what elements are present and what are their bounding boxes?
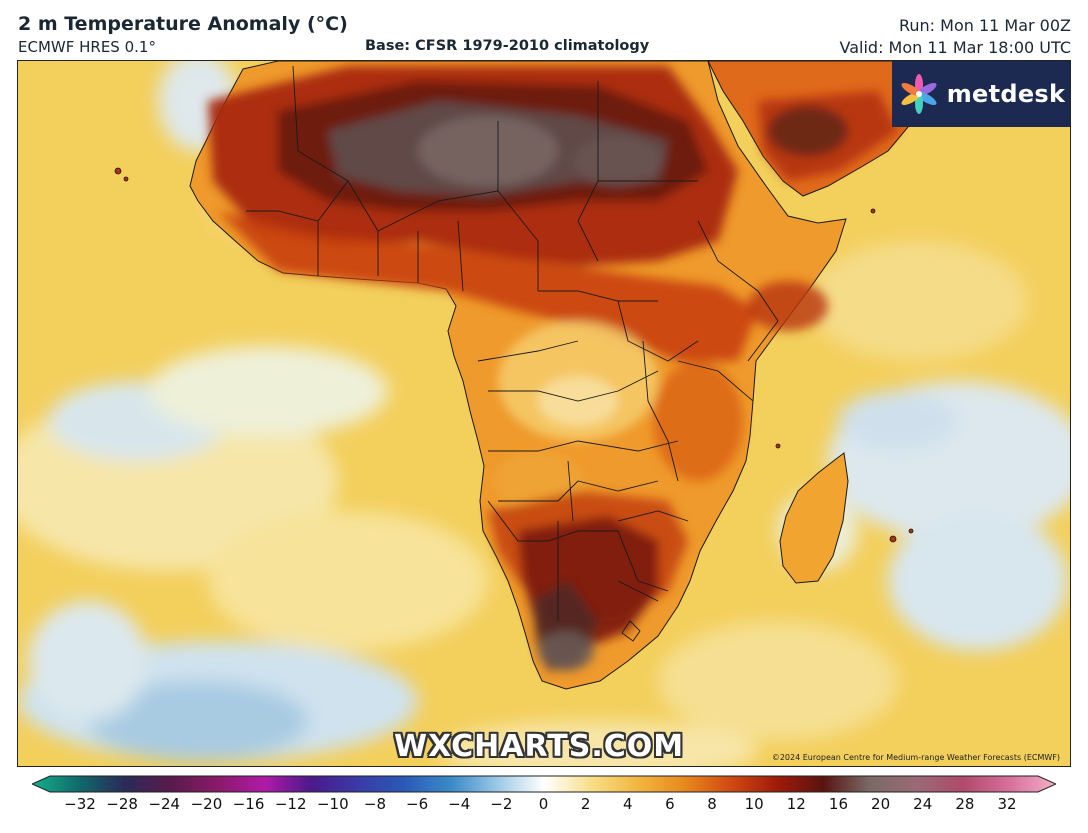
color-scale-tick-label: −24 [148, 795, 181, 813]
color-scale-tick-label: −12 [274, 795, 307, 813]
color-scale-tick-label: 28 [955, 795, 975, 813]
color-scale-tick-label: −4 [448, 795, 471, 813]
color-scale-tick-label: 0 [538, 795, 549, 813]
color-scale-tick-label: −28 [106, 795, 138, 813]
color-scale-bar [32, 775, 1056, 793]
color-scale-gradient [32, 775, 1056, 793]
country-borders [246, 65, 779, 642]
color-scale-tick-label: −2 [490, 795, 513, 813]
land-anomaly-shading [208, 66, 898, 671]
color-scale-tick-label: −20 [190, 795, 223, 813]
color-scale-tick-label: 8 [707, 795, 717, 813]
climatology-base-label: Base: CFSR 1979-2010 climatology [365, 38, 650, 54]
anomaly-map[interactable]: metdesk WXCHARTS.COM ©2024 European Cent… [17, 60, 1071, 767]
color-scale-tick-label: −6 [406, 795, 429, 813]
color-scale-tick-label: 20 [871, 795, 891, 813]
color-scale-tick-label: 6 [665, 795, 675, 813]
map-canvas [18, 61, 1070, 766]
color-scale-tick-label: 16 [828, 795, 848, 813]
color-scale-tick-label: −10 [316, 795, 349, 813]
color-scale-tick-label: 4 [622, 795, 633, 813]
valid-time-label: Valid: Mon 11 Mar 18:00 UTC [839, 38, 1071, 57]
color-scale-tick-label: 32 [997, 795, 1017, 813]
wxcharts-watermark: WXCHARTS.COM [394, 729, 685, 764]
copyright-notice: ©2024 European Centre for Medium-range W… [771, 753, 1060, 762]
logo-text: metdesk [946, 80, 1066, 108]
run-time-label: Run: Mon 11 Mar 00Z [898, 16, 1071, 35]
color-scale-tick-label: 2 [580, 795, 591, 813]
metdesk-flower-icon [901, 74, 937, 114]
color-scale-tick-label: 10 [744, 795, 764, 813]
islands [114, 167, 914, 543]
color-scale-tick-label: −32 [64, 795, 96, 813]
ocean-anomaly-shading [18, 61, 1070, 766]
color-scale-tick-label: 12 [786, 795, 806, 813]
metdesk-logo: metdesk [892, 61, 1070, 127]
model-label: ECMWF HRES 0.1° [18, 38, 156, 56]
color-scale-ticks: −32 −28 −24 −20 −16 −12 −10 −8 −6 −4 −2 0 2 4 6 8 10 12 16… [0, 795, 1088, 821]
color-scale-tick-label: −16 [232, 795, 265, 813]
color-scale-tick-label: −8 [363, 795, 387, 813]
color-scale-tick-label: 24 [913, 795, 933, 813]
map-title: 2 m Temperature Anomaly (°C) [18, 13, 348, 35]
